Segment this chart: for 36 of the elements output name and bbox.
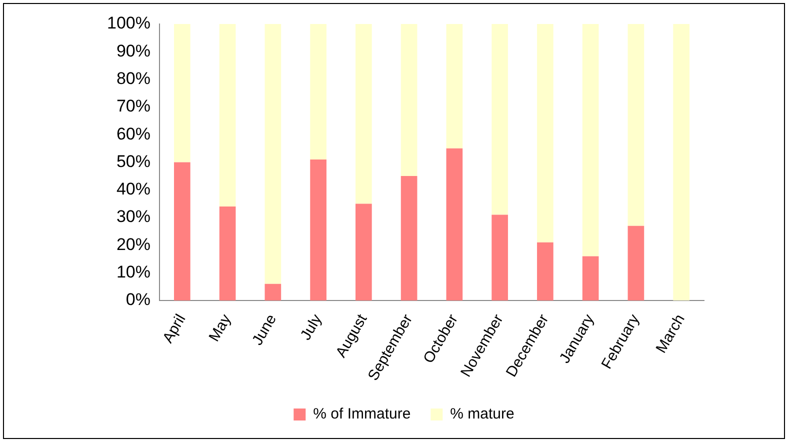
y-tick-label: 0% [126, 290, 150, 310]
legend-label: % mature [450, 406, 514, 423]
y-tick-label: 30% [116, 207, 150, 226]
bar [673, 24, 690, 300]
bar [628, 24, 644, 226]
legend-label: % of Immature [313, 406, 411, 423]
bar [582, 256, 599, 300]
y-tick-label: 70% [116, 96, 150, 116]
y-tick-label: 20% [116, 234, 150, 254]
y-tick-label: 10% [116, 262, 150, 282]
bar [400, 176, 418, 300]
y-tick-label: 40% [116, 180, 150, 199]
bar [537, 24, 554, 242]
bar [492, 24, 508, 215]
bar [492, 214, 508, 300]
bar [400, 24, 418, 176]
bar [582, 24, 599, 256]
bar [264, 284, 282, 300]
bar [310, 159, 326, 300]
bar [537, 242, 554, 300]
bar [310, 24, 326, 160]
y-tick-label: 50% [116, 152, 150, 171]
bar [219, 24, 236, 206]
y-tick-label: 60% [116, 124, 150, 144]
bar [264, 24, 282, 284]
y-tick-label: 100% [106, 14, 150, 33]
bar [446, 148, 463, 300]
bar [219, 206, 236, 300]
bar [356, 204, 372, 300]
y-tick-label: 80% [116, 68, 150, 88]
bar [174, 24, 190, 162]
bar [356, 24, 372, 204]
bar [446, 24, 463, 148]
bar [628, 226, 644, 300]
bar [174, 162, 190, 300]
y-tick-label: 90% [116, 41, 150, 60]
